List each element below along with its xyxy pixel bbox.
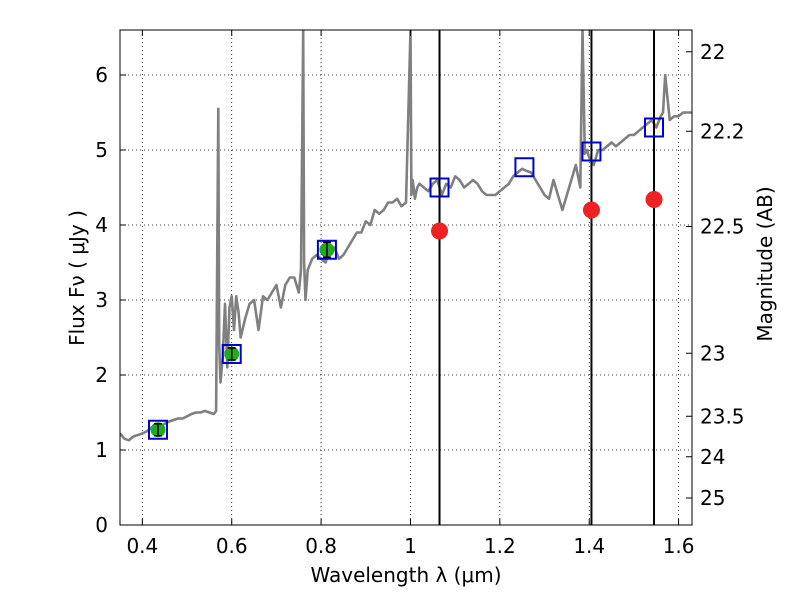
model-box bbox=[316, 239, 337, 260]
y-tick-label: 0 bbox=[95, 513, 108, 537]
y-tick-label: 2 bbox=[95, 363, 108, 387]
x-tick-label: 1.2 bbox=[484, 534, 516, 558]
right-tick-label: 24 bbox=[700, 445, 725, 469]
right-axis-label: Magnitude (AB) bbox=[753, 186, 777, 341]
spec-point bbox=[645, 191, 663, 208]
right-tick-label: 22.2 bbox=[700, 119, 745, 143]
x-tick-label: 1.6 bbox=[663, 534, 695, 558]
y-tick-label: 4 bbox=[95, 213, 108, 237]
grid bbox=[120, 30, 692, 526]
right-tick-label: 23.5 bbox=[700, 404, 745, 428]
model-box bbox=[147, 419, 168, 440]
spec-point bbox=[582, 201, 600, 219]
x-tick-label: 0.4 bbox=[126, 534, 158, 558]
x-tick-label: 0.8 bbox=[305, 534, 337, 558]
y-axis-label: Flux Fν ( μJy ) bbox=[65, 210, 89, 346]
model-box bbox=[581, 141, 602, 162]
x-tick-label: 1 bbox=[404, 534, 417, 558]
model-spectrum-line bbox=[120, 30, 692, 442]
model-box bbox=[644, 117, 665, 138]
y-tick-label: 6 bbox=[95, 63, 108, 87]
y-tick-label: 1 bbox=[95, 438, 108, 462]
right-tick-label: 22 bbox=[700, 40, 725, 64]
plot-frame bbox=[119, 29, 693, 526]
y-tick-label: 5 bbox=[95, 138, 108, 162]
x-tick-label: 0.6 bbox=[216, 534, 248, 558]
plot-content bbox=[120, 30, 692, 525]
spec-point bbox=[431, 222, 449, 240]
tick-labels: 0.4 0.6 0.8 1 1.2 1.4 1.601234562222.222.52323… bbox=[95, 40, 744, 558]
y-tick-label: 3 bbox=[95, 288, 108, 312]
model-box bbox=[514, 157, 535, 178]
right-tick-label: 23 bbox=[700, 341, 725, 365]
x-tick-label: 1.4 bbox=[573, 534, 605, 558]
model-box bbox=[429, 177, 450, 198]
right-tick-label: 22.5 bbox=[700, 215, 745, 239]
right-tick-label: 25 bbox=[700, 486, 725, 510]
model-box bbox=[221, 344, 242, 364]
x-axis-label: Wavelength λ (μm) bbox=[310, 563, 501, 587]
axis-ticks bbox=[120, 30, 692, 526]
